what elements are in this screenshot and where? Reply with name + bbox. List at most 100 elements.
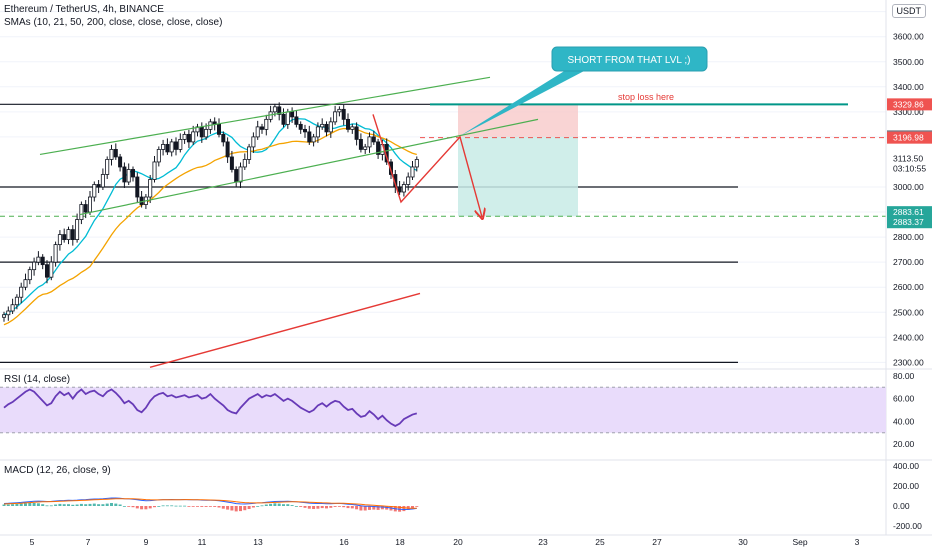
x-tick-label: 27	[652, 537, 662, 547]
candle-up	[410, 166, 415, 178]
candle-down	[281, 113, 286, 125]
macd-histogram-bar	[49, 505, 53, 507]
macd-histogram-bar	[58, 503, 62, 506]
rsi-tick-label: 60.00	[893, 394, 915, 404]
candle-up	[272, 106, 277, 113]
candle-up	[57, 234, 62, 246]
price-marker-label: 3196.98	[893, 133, 924, 143]
macd-histogram-bar	[135, 506, 139, 509]
macd-histogram-bar	[122, 506, 126, 507]
candle-down	[388, 161, 393, 175]
macd-histogram-bar	[269, 503, 273, 506]
signal-line	[3, 498, 417, 509]
candle-down	[173, 141, 178, 150]
macd-histogram-bar	[174, 505, 178, 507]
candle-down	[307, 131, 312, 143]
candle-up	[247, 146, 252, 160]
candle-down	[135, 176, 140, 198]
currency-button[interactable]: USDT	[891, 4, 926, 18]
price-marker-bg	[887, 131, 932, 144]
candle-up	[161, 144, 166, 150]
macd-histogram-bar	[32, 503, 36, 506]
x-tick-label: 11	[198, 537, 207, 547]
channel-lower	[79, 118, 539, 216]
x-tick-label: 3	[855, 537, 860, 547]
candle-up	[148, 179, 153, 198]
macd-histogram-bar	[187, 506, 191, 507]
sma200-line	[149, 292, 421, 369]
macd-histogram-bar	[247, 506, 251, 509]
macd-histogram-bar	[329, 506, 333, 508]
macd-histogram-bar	[2, 504, 6, 506]
price-marker-bg	[887, 206, 932, 219]
candle-down	[341, 108, 346, 120]
candle-up	[92, 184, 97, 198]
candle-up	[79, 204, 84, 220]
macd-histogram-bar	[307, 506, 311, 509]
macd-histogram-bar	[84, 504, 88, 506]
macd-histogram-bar	[178, 505, 182, 507]
macd-histogram-bar	[294, 506, 298, 507]
candle-down	[62, 234, 67, 241]
macd-histogram-bar	[110, 503, 113, 506]
candle-up	[156, 149, 161, 163]
macd-histogram-bar	[6, 504, 10, 506]
channel-upper	[39, 76, 491, 156]
macd-histogram-bar	[41, 504, 45, 506]
price-marker-bg	[887, 216, 932, 229]
macd-histogram-bar	[165, 505, 169, 507]
candle-down	[277, 106, 282, 115]
macd-pane-label: MACD (12, 26, close, 9)	[4, 465, 111, 476]
candle-down	[225, 141, 230, 158]
candle-up	[178, 139, 183, 150]
candle-down	[165, 144, 170, 153]
candle-up	[49, 261, 54, 278]
macd-histogram-bar	[79, 503, 83, 506]
candle-up	[126, 169, 131, 183]
macd-histogram-bar	[355, 506, 359, 510]
candle-down	[40, 256, 45, 266]
rsi-pane-label: RSI (14, close)	[4, 374, 71, 385]
candle-up	[315, 126, 320, 138]
macd-histogram-bar	[191, 506, 195, 507]
candle-down	[358, 139, 363, 150]
macd-histogram-bar	[92, 503, 96, 506]
candle-up	[264, 118, 269, 130]
macd-histogram-bar	[62, 504, 66, 506]
macd-histogram-bar	[15, 503, 19, 506]
macd-histogram-bar	[204, 506, 208, 507]
candle-up	[367, 136, 372, 148]
macd-tick-label: 0.00	[893, 501, 910, 511]
candle-up	[182, 133, 187, 140]
price-marker-label: 3329.86	[893, 99, 924, 109]
candle-up	[238, 166, 243, 183]
candle-up	[105, 159, 110, 175]
macd-histogram-bar	[363, 506, 367, 511]
target-zone	[458, 136, 578, 217]
macd-histogram-bar	[303, 506, 307, 508]
candle-up	[406, 176, 411, 185]
candle-down	[229, 156, 234, 170]
candle-down	[397, 186, 402, 193]
macd-histogram-bar	[316, 506, 320, 509]
macd-tick-label: -200.00	[893, 521, 922, 531]
candle-up	[10, 304, 15, 312]
macd-histogram-bar	[183, 505, 187, 507]
candle-down	[290, 111, 295, 118]
candle-up	[14, 296, 19, 306]
macd-histogram-bar	[243, 506, 247, 511]
callout-pointer	[460, 70, 586, 136]
candle-up	[19, 286, 24, 298]
candle-up	[320, 123, 325, 128]
macd-histogram-bar	[153, 506, 156, 508]
candle-up	[363, 146, 368, 150]
x-tick-label: 23	[538, 537, 548, 547]
candle-up	[204, 128, 209, 138]
price-tick-label: 2300.00	[893, 357, 924, 367]
price-tick-label: 3400.00	[893, 82, 924, 92]
x-tick-label: 30	[738, 537, 748, 547]
candle-up	[2, 314, 7, 318]
macd-histogram-bar	[101, 504, 105, 506]
macd-histogram-bar	[148, 506, 152, 509]
